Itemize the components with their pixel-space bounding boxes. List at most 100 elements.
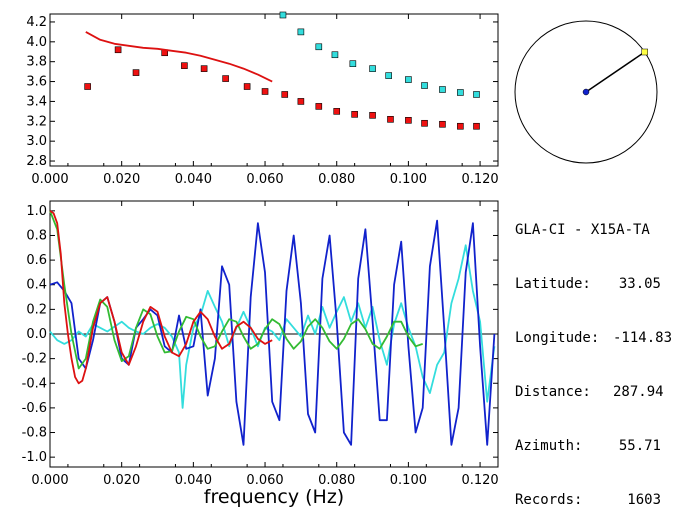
top-data-point: [297, 98, 305, 105]
top-x-tick-label: 0.040: [175, 172, 212, 187]
station-marker: [641, 48, 648, 56]
bottom-x-tick-label: 0.060: [246, 473, 283, 488]
top-data-point: [297, 28, 305, 36]
top-data-point: [315, 43, 323, 51]
source-marker: [582, 88, 590, 96]
top-plot-frame: [49, 13, 499, 167]
top-data-point: [473, 91, 480, 98]
info-row-longitude: Longitude: -114.83: [515, 329, 673, 347]
top-data-point: [243, 83, 251, 90]
top-data-point: [439, 86, 446, 93]
top-y-tick-label: 4.0: [26, 35, 47, 50]
top-panel: 2.8 3.0 3.2 3.4 3.6 3.8 4.0 4.2 0.000 0.020 0.040…: [26, 11, 499, 187]
info-value: 55.71: [618, 438, 661, 454]
bottom-x-tick-label: 0.020: [103, 473, 140, 488]
top-data-point: [281, 91, 289, 98]
top-y-tick-label: 3.0: [26, 134, 47, 149]
info-key: Longitude:: [515, 330, 600, 346]
azimuth-line: [585, 51, 646, 93]
info-key: Distance:: [515, 384, 591, 400]
bottom-y-tick-label: 0.4: [26, 278, 47, 293]
top-x-tick-label: 0.000: [31, 172, 68, 187]
info-key: Latitude:: [515, 276, 591, 292]
top-data-point: [279, 11, 287, 19]
top-data-point: [261, 88, 269, 95]
bottom-y-tick-label: 0.2: [26, 302, 47, 317]
top-data-point: [132, 69, 140, 76]
top-data-point: [369, 112, 376, 119]
top-data-point: [387, 116, 394, 123]
bottom-y-tick-label: -1.0: [22, 450, 47, 465]
bottom-x-tick-label: 0.040: [175, 473, 212, 488]
top-data-point: [351, 111, 358, 118]
top-data-point: [385, 72, 392, 79]
inset-circle: [514, 20, 658, 164]
station-pair-title: GLA-CI - X15A-TA: [515, 222, 650, 238]
info-value: -114.83: [613, 330, 673, 346]
top-data-point: [114, 46, 122, 54]
top-series: [84, 11, 480, 130]
top-x-tick-label: 0.100: [390, 172, 427, 187]
bottom-x-tick-label: 0.080: [318, 473, 355, 488]
top-data-point: [200, 65, 208, 72]
top-data-point: [222, 75, 229, 82]
top-data-point: [421, 82, 428, 89]
bottom-series-line-3: [49, 210, 273, 385]
info-value: 33.05: [618, 276, 661, 292]
top-data-point: [349, 60, 357, 67]
bottom-series-line-2: [49, 210, 423, 370]
bottom-x-tick-label: 0.100: [390, 473, 427, 488]
bottom-y-tick-label: -0.4: [22, 376, 47, 391]
x-axis-title: frequency (Hz): [204, 486, 344, 508]
azimuth-inset: [514, 20, 658, 164]
bottom-panel: -1.0 -0.8 -0.6 -0.4 -0.2 0.0 0.2 0.4 0.6 0.8 1.0 0…: [22, 200, 499, 508]
top-y-tick-label: 3.4: [26, 94, 47, 109]
top-data-point: [421, 119, 428, 127]
top-x-tick-label: 0.120: [461, 172, 498, 187]
top-y-tick-label: 3.2: [26, 114, 47, 129]
info-row-distance: Distance: 287.94: [515, 383, 664, 401]
top-y-tick-label: 3.8: [26, 55, 47, 70]
top-y-axis: 2.8 3.0 3.2 3.4 3.6 3.8 4.0 4.2: [26, 15, 498, 169]
bottom-series: [49, 210, 498, 446]
info-row-azimuth: Azimuth: 55.71: [515, 437, 661, 455]
top-y-tick-label: 4.2: [26, 15, 47, 30]
top-data-point: [405, 117, 412, 124]
bottom-x-tick-label: 0.120: [461, 473, 498, 488]
top-y-tick-label: 2.8: [26, 154, 47, 169]
top-data-point: [333, 108, 341, 115]
top-data-point: [457, 89, 464, 96]
top-data-point: [405, 76, 412, 83]
top-data-point: [369, 65, 376, 72]
info-row-latitude: Latitude: 33.05: [515, 275, 661, 293]
bottom-x-axis: 0.000 0.020 0.040 0.060 0.080 0.100 0.120: [31, 201, 499, 488]
info-value: 287.94: [613, 384, 664, 400]
top-data-point: [439, 120, 446, 128]
top-data-point: [457, 122, 464, 130]
bottom-y-tick-label: -0.8: [22, 426, 47, 441]
bottom-y-tick-label: 0.6: [26, 253, 47, 268]
bottom-x-tick-label: 0.000: [31, 473, 68, 488]
top-series-line-2: [85, 31, 273, 83]
top-x-axis: 0.000 0.020 0.040 0.060 0.080 0.100 0.120: [31, 14, 499, 187]
top-y-tick-label: 3.6: [26, 75, 47, 90]
top-x-tick-label: 0.020: [103, 172, 140, 187]
info-key: Records:: [515, 492, 583, 508]
bottom-y-tick-label: -0.2: [22, 352, 47, 367]
bottom-series-line-1: [49, 219, 496, 446]
top-x-tick-label: 0.080: [318, 172, 355, 187]
top-data-point: [181, 62, 188, 69]
top-x-tick-label: 0.060: [246, 172, 283, 187]
bottom-y-tick-label: -0.6: [22, 401, 47, 416]
bottom-y-axis: -1.0 -0.8 -0.6 -0.4 -0.2 0.0 0.2 0.4 0.6 0.8 1.0: [22, 204, 498, 465]
info-row-records: Records: 1603: [515, 491, 661, 509]
bottom-series-line-0: [49, 244, 496, 409]
bottom-y-tick-label: 0.0: [26, 327, 47, 342]
info-value: 1603: [627, 492, 661, 508]
station-info-panel: GLA-CI - X15A-TA Latitude: 33.05 Longitud…: [515, 185, 673, 527]
top-data-point: [331, 51, 339, 59]
info-key: Azimuth:: [515, 438, 583, 454]
bottom-y-tick-label: 0.8: [26, 228, 47, 243]
top-data-point: [473, 122, 480, 130]
